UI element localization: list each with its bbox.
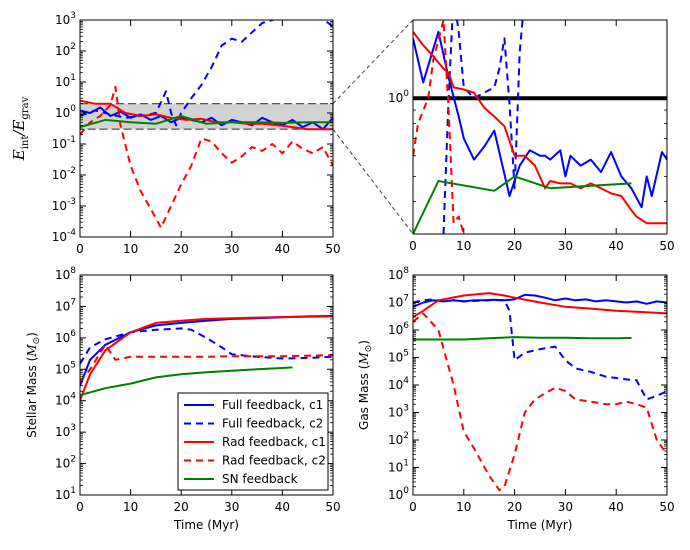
plot-area-p3 (80, 314, 333, 402)
xtick-label: 10 (456, 239, 471, 253)
ytick-label: 103 (55, 11, 76, 27)
ytick-label: 101 (55, 73, 76, 89)
ytick-label: 108 (388, 266, 409, 282)
ytick-label: 100 (55, 104, 76, 120)
panel-p1: 0 10 20 30 40 50 10-4 10-3 10-2 10-1 100 101 102 103 (52, 11, 341, 256)
series-p3-full-dash (80, 327, 333, 365)
xlabel-p4: Time (Myr) (507, 518, 573, 532)
ytick-label: 103 (55, 423, 76, 439)
series-p4-sn (413, 336, 632, 341)
zoom-connector-bottom (332, 128, 414, 235)
xtick-label: 30 (558, 500, 573, 514)
plot-area-p1 (80, 20, 333, 229)
series-p3-sn (80, 366, 293, 397)
zoom-connector-top (332, 19, 414, 105)
xtick-label: 50 (659, 239, 674, 253)
ytick-label: 10-2 (52, 166, 76, 182)
axes-frame-p3 (79, 274, 334, 496)
xtick-label: 40 (275, 500, 290, 514)
ytick-label: 104 (55, 392, 76, 408)
axes-frame-p4 (412, 274, 668, 496)
ylabel-p3: Stellar Mass (M⊙) (25, 332, 42, 438)
xtick-label: 40 (275, 242, 290, 256)
ytick-label: 100 (388, 486, 409, 502)
xtick-label: 0 (76, 500, 84, 514)
plot-area-p4 (413, 292, 667, 492)
ytick-label: 103 (388, 404, 409, 420)
xtick-label: 20 (174, 242, 189, 256)
xlabel-p3: Time (Myr) (173, 518, 239, 532)
xtick-label: 50 (659, 500, 674, 514)
ytick-label: 106 (388, 321, 409, 337)
series-p3-rad-dash (80, 343, 333, 383)
series-p1-sn (80, 115, 333, 129)
legend-label-rad: Rad feedback, c1 (222, 435, 326, 449)
series-p1-rad (80, 99, 333, 131)
axes-frame-p1 (79, 19, 334, 238)
ytick-label: 101 (388, 459, 409, 475)
series-p3-full (80, 314, 333, 387)
series-p4-rad (413, 292, 667, 318)
xtick-label: 50 (325, 500, 340, 514)
ytick-label: 105 (388, 349, 409, 365)
panel-p3: 0 10 20 30 40 50 101 102 103 104 105 106 107 108 Time … (55, 266, 341, 532)
xtick-label: 0 (409, 239, 417, 253)
legend-label-full-dash: Full feedback, c2 (222, 417, 323, 431)
ytick-label: 106 (55, 329, 76, 345)
series-p1-rad-dash (80, 85, 333, 229)
series-p2-rad (413, 31, 667, 225)
xtick-label: 30 (224, 242, 239, 256)
series-p2-full (413, 30, 667, 209)
xtick-label: 20 (507, 500, 522, 514)
legend-label-rad-dash: Rad feedback, c2 (222, 454, 326, 468)
series-p2-rad-dash (413, 20, 465, 234)
xtick-label: 0 (76, 242, 84, 256)
ytick-label: 107 (388, 294, 409, 310)
ytick-label: 10-3 (52, 197, 76, 213)
ytick-label: 102 (55, 455, 76, 471)
xtick-label: 30 (224, 500, 239, 514)
xtick-label: 40 (609, 239, 624, 253)
shaded-band (80, 103, 333, 130)
xtick-label: 10 (123, 500, 138, 514)
xtick-label: 0 (409, 500, 417, 514)
ytick-label: 102 (55, 42, 76, 58)
xtick-label: 20 (507, 239, 522, 253)
legend-label-full: Full feedback, c1 (222, 398, 323, 412)
axes-frame-p2 (412, 19, 668, 235)
series-p3-rad (80, 315, 333, 402)
ytick-label: 104 (388, 376, 409, 392)
ytick-label: 10-1 (52, 135, 76, 151)
ytick-label: 10-4 (52, 228, 77, 244)
xtick-label: 50 (325, 242, 340, 256)
ylabel-p1: Eint/Egrav (10, 96, 31, 161)
plot-area-p2 (413, 20, 667, 234)
ylabel-p4: Gas Mass (M⊙) (357, 340, 374, 430)
legend: Full feedback, c1 Full feedback, c2 Rad fe… (177, 392, 329, 491)
ytick-label: 107 (55, 297, 76, 313)
legend-label-sn: SN feedback (222, 472, 298, 486)
xtick-label: 10 (456, 500, 471, 514)
series-p2-sn (413, 175, 632, 234)
xtick-label: 30 (558, 239, 573, 253)
ytick-label: 105 (55, 360, 76, 376)
ytick-label: 108 (55, 266, 76, 282)
series-p4-rad-dash (413, 312, 667, 492)
ytick-label: 100 (388, 89, 409, 105)
panel-p4: 0 10 20 30 40 50 100 101 102 103 104 105 106 107 108 Ti… (388, 266, 675, 532)
xtick-label: 10 (123, 242, 138, 256)
xtick-label: 40 (609, 500, 624, 514)
xtick-label: 20 (174, 500, 189, 514)
ytick-label: 101 (55, 486, 76, 502)
series-p4-full-dash (413, 298, 667, 401)
ytick-label: 102 (388, 431, 409, 447)
panel-p2: 0 10 20 30 40 50 100 (388, 19, 675, 253)
series-p2-full-dash (442, 20, 524, 234)
